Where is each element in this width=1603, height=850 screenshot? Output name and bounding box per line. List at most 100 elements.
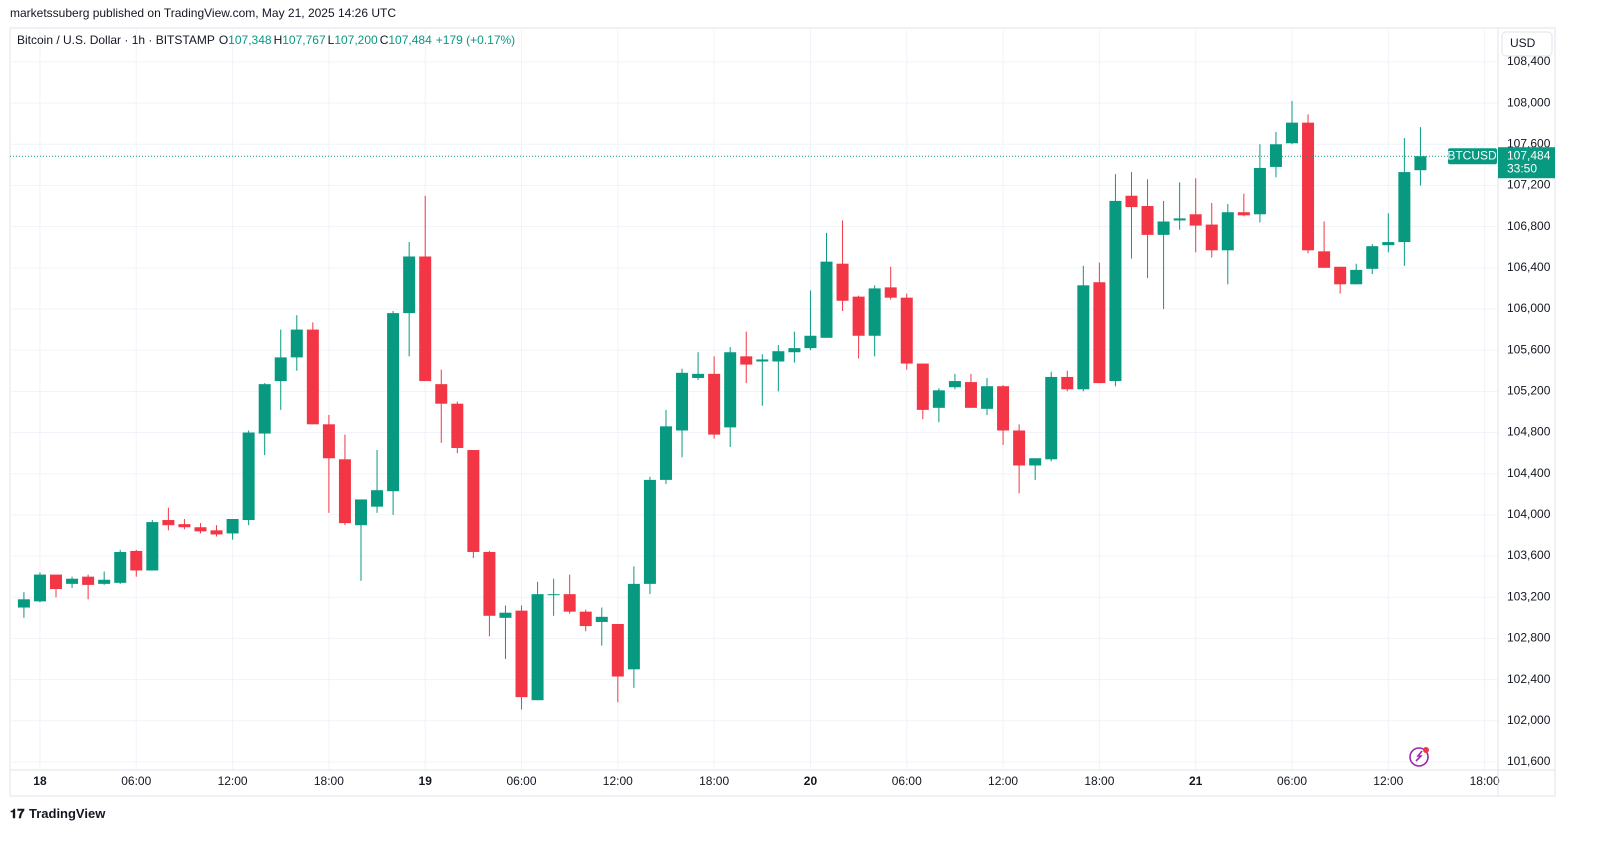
candle-body	[1382, 242, 1395, 246]
candle-body	[338, 459, 351, 524]
candle-body	[643, 479, 656, 584]
candle-body	[1109, 200, 1122, 382]
candle-body	[82, 576, 95, 585]
candle-body	[932, 390, 945, 408]
candle-body	[708, 373, 721, 435]
candle-body	[756, 359, 769, 362]
countdown-label: 33:50	[1507, 161, 1537, 175]
candle-body	[884, 287, 897, 298]
currency-button[interactable]	[1501, 31, 1553, 57]
candle-body	[788, 348, 801, 353]
candle-body	[1253, 167, 1266, 215]
x-tick-label: 06:00	[1277, 774, 1307, 788]
x-tick-label: 18:00	[314, 774, 344, 788]
currency[interactable]: USD	[1510, 36, 1536, 50]
candle-body	[162, 520, 175, 526]
candle-body	[981, 386, 994, 409]
candle-body	[467, 450, 480, 552]
candle-body	[868, 288, 881, 336]
y-tick-label: 104,800	[1507, 425, 1551, 439]
candle-body	[33, 574, 46, 602]
candle-body	[836, 263, 849, 301]
chart-frame	[9, 27, 1556, 797]
y-tick-label: 103,600	[1507, 548, 1551, 562]
candle-body	[1286, 122, 1299, 144]
price-label: 107,484	[1507, 148, 1551, 162]
candle-body	[17, 599, 30, 608]
candle-body	[1013, 430, 1026, 466]
candle-body	[1189, 214, 1202, 226]
candle-body	[419, 256, 432, 382]
candle-body	[1125, 195, 1138, 208]
candle-body	[692, 373, 705, 378]
candle-body	[820, 261, 833, 338]
brand: TradingView	[28, 806, 106, 821]
x-tick-label: 21	[1189, 774, 1203, 788]
candle-body	[1302, 122, 1315, 251]
x-tick-label: 18	[33, 774, 47, 788]
y-tick-label: 102,800	[1507, 631, 1551, 645]
candle-body	[900, 297, 913, 364]
x-tick-label: 18:00	[1084, 774, 1114, 788]
candle-body	[499, 612, 512, 618]
header: marketssuberg published on TradingView.c…	[10, 6, 396, 20]
candle-body	[1398, 172, 1411, 243]
candle-body	[1173, 218, 1186, 221]
candle-body	[579, 611, 592, 627]
y-tick-label: 108,000	[1507, 95, 1551, 109]
candle-body	[1061, 376, 1074, 390]
candle-body	[1045, 376, 1058, 460]
candle-body	[194, 527, 207, 532]
candle-body	[740, 356, 753, 365]
candle-body	[274, 357, 287, 382]
candle-body	[387, 313, 400, 492]
x-tick-label: 18:00	[1470, 774, 1500, 788]
candle-body	[1157, 221, 1170, 235]
candle-body	[1077, 285, 1090, 390]
candle-body	[1093, 282, 1106, 384]
candle-body	[483, 551, 496, 616]
symbol-tag	[1448, 148, 1497, 165]
x-tick-label: 19	[419, 774, 433, 788]
candle-body	[403, 256, 416, 314]
legend-title: Bitcoin / U.S. Dollar · 1h · BITSTAMP	[17, 33, 215, 47]
candle-body	[50, 574, 63, 590]
candle-body	[531, 594, 544, 701]
x-tick-label: 18:00	[699, 774, 729, 788]
candle-body	[1318, 251, 1331, 268]
candle-body	[258, 384, 271, 434]
candle-body	[676, 372, 689, 431]
candle-body	[1366, 246, 1379, 269]
legend-field-label: H	[274, 33, 283, 47]
y-tick-label: 104,000	[1507, 507, 1551, 521]
candle-body	[371, 490, 384, 507]
candle-body	[1269, 144, 1282, 167]
candle-body	[451, 403, 464, 448]
candle-body	[724, 352, 737, 428]
candle-body	[948, 381, 961, 388]
x-tick-label: 06:00	[121, 774, 151, 788]
legend-field-value: 107,484	[388, 33, 432, 47]
candle-body	[1141, 206, 1154, 235]
y-tick-label: 106,000	[1507, 301, 1551, 315]
y-tick-label: 102,000	[1507, 713, 1551, 727]
candle-body	[226, 519, 239, 534]
y-tick-label: 102,400	[1507, 672, 1551, 686]
candle-body	[114, 551, 127, 583]
legend-field-label: O	[219, 33, 228, 47]
candle-body	[306, 329, 319, 425]
y-tick-label: 107,200	[1507, 178, 1551, 192]
chart: 101,600 102,000 102,400 102,800 103,200 103,6…	[9, 27, 1556, 797]
candle-body	[354, 499, 367, 526]
x-tick-label: 20	[804, 774, 818, 788]
y-tick-label: 106,800	[1507, 219, 1551, 233]
candle-body	[146, 522, 159, 571]
candle-body	[772, 351, 785, 362]
candle-body	[852, 296, 865, 336]
candle-body	[595, 616, 608, 622]
y-tick-label: 105,200	[1507, 384, 1551, 398]
candle-body	[964, 382, 977, 408]
candle-body	[997, 386, 1010, 431]
logo-icon	[1409, 747, 1429, 767]
candle-body	[1334, 266, 1347, 285]
